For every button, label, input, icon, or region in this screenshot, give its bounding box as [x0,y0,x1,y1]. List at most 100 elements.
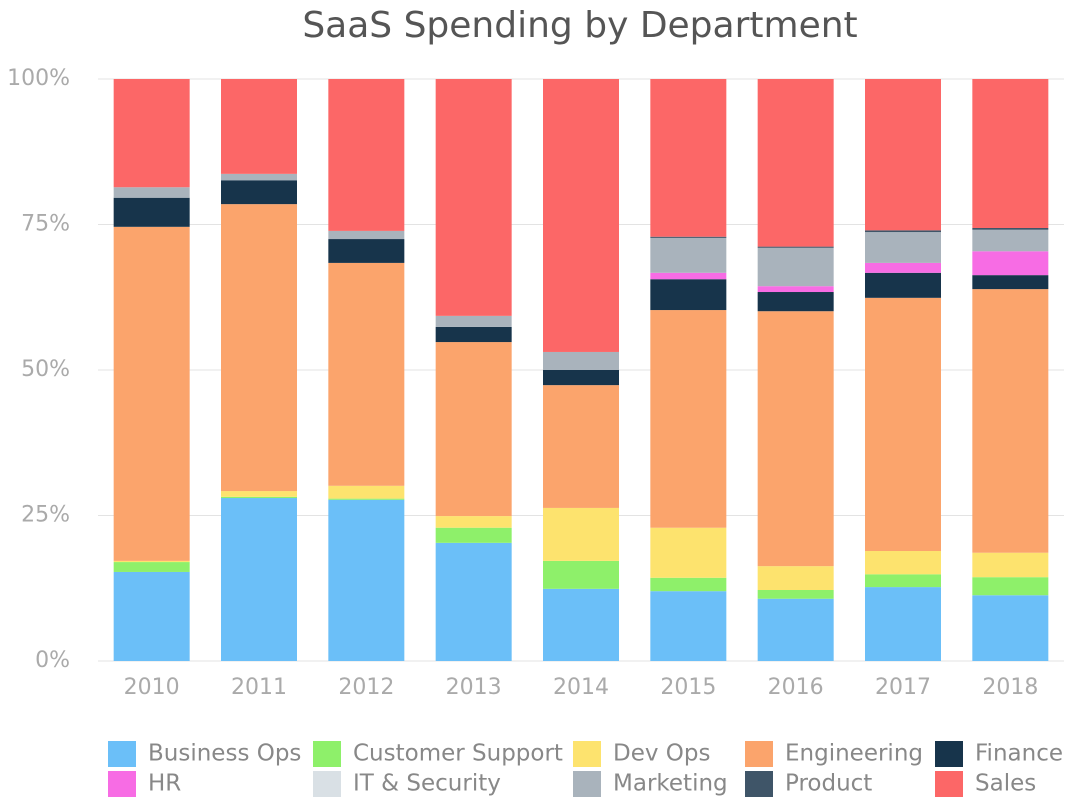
bar-segment [543,560,619,589]
bar-segment [221,498,297,661]
legend-swatch [313,771,341,797]
bar-segment [865,297,941,552]
bar-segment [865,230,941,233]
bar-segment [757,311,834,567]
bar-segment [865,574,941,588]
bar-segment [650,591,727,661]
bar-segment [650,79,727,237]
legend-swatch [573,771,601,797]
legend-label: Finance [975,741,1063,767]
bar-segment [113,226,190,561]
legend-label: Customer Support [353,741,563,767]
legend-swatch [935,771,963,797]
legend-swatch [745,771,773,797]
x-tick-label: 2011 [231,675,287,700]
bar-segment [650,279,727,311]
bar-segment [650,272,727,280]
bar-segment [435,79,512,316]
legend-swatch [573,741,601,767]
legend-label: Engineering [785,741,923,767]
bar-segment [328,230,405,240]
bar-segment [328,498,405,500]
bar-segment [113,560,190,563]
legend-swatch [313,741,341,767]
bar-segment [113,562,190,572]
bar-segment [757,79,834,247]
bar-segment [543,79,619,352]
legend-label: HR [148,771,181,797]
bar-segment [221,496,297,499]
bar-segment [328,485,405,499]
y-tick-label: 100% [7,66,70,91]
chart-title: SaaS Spending by Department [302,5,857,46]
bar-segment [543,370,619,386]
bar-segment [757,589,834,599]
bar-segment [972,552,1049,578]
bar-segment [221,173,297,181]
bar-segment [972,251,1049,276]
bar-segment [543,351,619,370]
bar-segment [543,385,619,508]
x-tick-label: 2015 [660,675,716,700]
bar-segment [972,289,1049,553]
x-tick-label: 2018 [982,675,1038,700]
bar-segment [972,229,1049,252]
bar-segment [113,79,190,188]
bar-segment [757,286,834,293]
legend-label: Sales [975,771,1036,797]
bar-segment [757,246,834,248]
bar-segment [865,587,941,661]
x-tick-label: 2014 [553,675,609,700]
legend-swatch [745,741,773,767]
legend-label: Marketing [613,771,728,797]
bar-segment [757,247,834,287]
bar-segment [865,262,941,273]
y-tick-label: 0% [35,648,70,673]
legend-swatch [108,741,136,767]
bar-segment [650,527,727,578]
bar-segment [221,180,297,205]
x-tick-label: 2017 [875,675,931,700]
bar-segment [113,187,190,198]
legend-label: Product [785,771,872,797]
bar-segment [650,577,727,592]
x-tick-label: 2012 [338,675,394,700]
bar-segment [865,79,941,231]
bar-segment [328,79,405,231]
y-tick-label: 50% [21,357,70,382]
bar-segment [650,310,727,528]
bar-segment [865,551,941,575]
bar-segment [865,272,941,298]
legend-swatch [108,771,136,797]
bar-segment [435,516,512,528]
bar-segment [113,571,190,661]
y-tick-label: 25% [21,503,70,528]
bar-segment [435,542,512,661]
bar-segment [435,527,512,543]
bar-segment [650,237,727,273]
bar-segment [113,197,190,227]
bar-segment [328,239,405,263]
bar-segment [221,491,297,497]
bar-segment [757,566,834,590]
x-tick-label: 2016 [768,675,824,700]
x-tick-label: 2010 [124,675,180,700]
bar-segment [221,204,297,492]
bar-segment [972,275,1049,290]
bar-segment [972,79,1049,228]
bar-segment [328,499,405,661]
bar-segment [972,227,1049,230]
y-tick-label: 75% [21,212,70,237]
bar-segment [757,292,834,312]
bar-segment [865,232,941,263]
legend-label: Business Ops [148,741,301,767]
legend-swatch [935,741,963,767]
bar-segment [435,326,512,343]
bar-segment [757,598,834,661]
legend-label: Dev Ops [613,741,710,767]
bar-segment [972,595,1049,661]
bar-segment [435,315,512,327]
bar-segment [435,342,512,517]
legend-label: IT & Security [353,771,501,797]
